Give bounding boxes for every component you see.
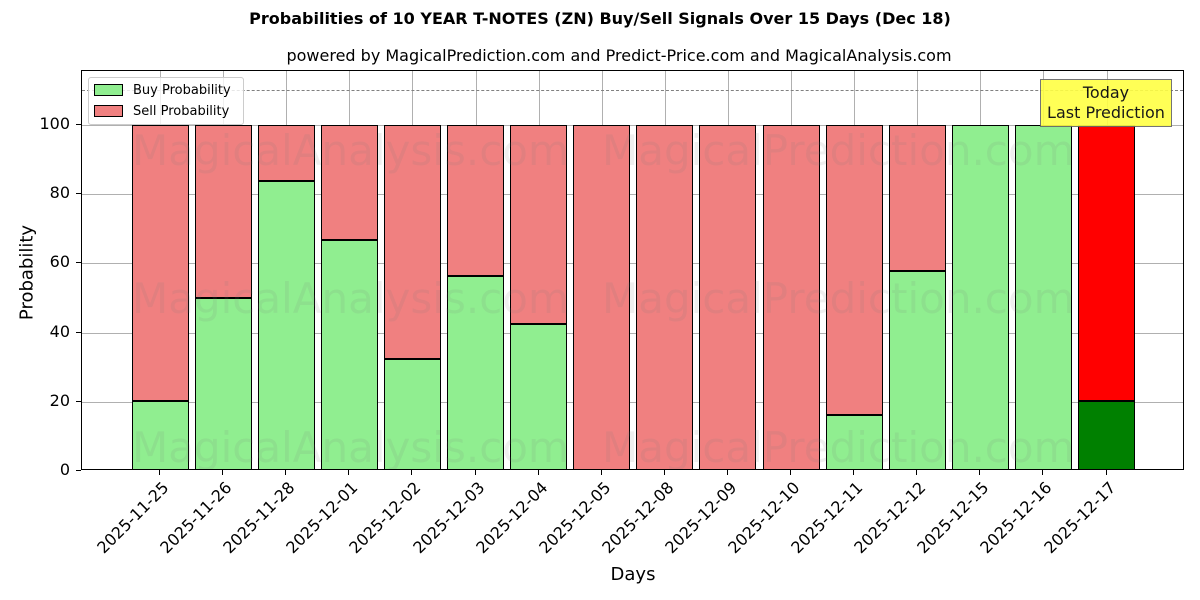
- sell-bar: [510, 125, 568, 324]
- y-tick-label: 80: [49, 183, 70, 203]
- sell-bar: [825, 125, 883, 415]
- x-tick-mark: [663, 470, 665, 475]
- sell-bar: [447, 125, 504, 276]
- x-tick-mark: [853, 470, 855, 475]
- buy-swatch-icon: [94, 84, 123, 96]
- sell-bar: [636, 125, 694, 469]
- sell-bar: [699, 125, 757, 469]
- legend-item-sell: Sell Probability: [94, 103, 229, 119]
- buy-bar: [383, 358, 441, 469]
- grid-line-h: [82, 401, 1183, 403]
- x-tick-mark: [537, 470, 539, 475]
- legend-label-buy: Buy Probability: [133, 82, 231, 98]
- y-tick-mark: [76, 331, 81, 333]
- x-tick-mark: [979, 470, 981, 475]
- buy-bar: [1014, 125, 1072, 469]
- annotation-line1: Today: [1082, 83, 1130, 102]
- y-tick-mark: [76, 262, 81, 264]
- legend: Buy Probability Sell Probability: [88, 77, 244, 125]
- buy-bar: [951, 125, 1009, 469]
- buy-bar: [257, 181, 315, 469]
- sell-bar: [888, 125, 946, 271]
- x-tick-mark: [600, 470, 602, 475]
- sell-bar: [131, 125, 189, 401]
- sell-bar: [573, 125, 631, 469]
- y-tick-label: 100: [39, 114, 70, 133]
- buy-bar: [320, 239, 378, 469]
- y-tick-label: 0: [59, 460, 70, 479]
- sell-swatch-icon: [94, 105, 123, 117]
- x-tick-mark: [916, 470, 918, 475]
- buy-bar: [194, 298, 252, 469]
- y-tick-label: 40: [49, 321, 70, 341]
- chart-title: Probabilities of 10 YEAR T-NOTES (ZN) Bu…: [249, 9, 951, 28]
- grid-line-h: [82, 332, 1183, 334]
- annotation-line2: Last Prediction: [1047, 103, 1165, 122]
- x-tick-mark: [348, 470, 350, 475]
- x-tick-mark: [159, 470, 160, 475]
- plot-area: MagicalAnalysis.comMagicalPrediction.com…: [81, 70, 1184, 470]
- y-tick-mark: [76, 193, 81, 195]
- grid-line-h: [82, 263, 1183, 265]
- legend-label-sell: Sell Probability: [133, 103, 230, 119]
- y-tick-mark: [76, 124, 81, 125]
- buy-bar: [447, 275, 504, 469]
- buy-bar: [1078, 401, 1135, 469]
- x-tick-mark: [285, 470, 287, 475]
- y-tick-label: 20: [49, 390, 70, 410]
- sell-bar: [257, 125, 315, 182]
- x-axis-label: Days: [610, 564, 656, 585]
- x-tick-mark: [474, 470, 476, 475]
- sell-bar: [762, 125, 820, 469]
- x-tick-mark: [1042, 470, 1044, 475]
- x-tick-mark: [726, 470, 728, 475]
- reference-line: [82, 90, 1183, 92]
- today-annotation: Today Last Prediction: [1040, 79, 1172, 127]
- sell-bar: [320, 125, 378, 240]
- grid-line-h: [82, 194, 1183, 196]
- sell-bar: [1078, 125, 1135, 402]
- x-tick-mark: [1105, 470, 1107, 475]
- x-tick-mark: [790, 470, 791, 475]
- y-tick-mark: [76, 400, 81, 402]
- sell-bar: [194, 125, 252, 298]
- x-tick-mark: [411, 470, 413, 475]
- y-axis-label: Probability: [16, 224, 38, 321]
- buy-bar: [510, 323, 568, 469]
- buy-bar: [888, 271, 946, 469]
- legend-item-buy: Buy Probability: [94, 82, 231, 98]
- buy-bar: [131, 400, 189, 469]
- y-tick-label: 60: [49, 252, 70, 272]
- x-tick-mark: [222, 470, 224, 475]
- chart-subtitle: powered by MagicalPrediction.com and Pre…: [286, 46, 952, 65]
- buy-bar: [825, 414, 883, 469]
- sell-bar: [383, 125, 441, 359]
- y-tick-mark: [76, 470, 81, 471]
- grid-line-h: [82, 125, 1183, 126]
